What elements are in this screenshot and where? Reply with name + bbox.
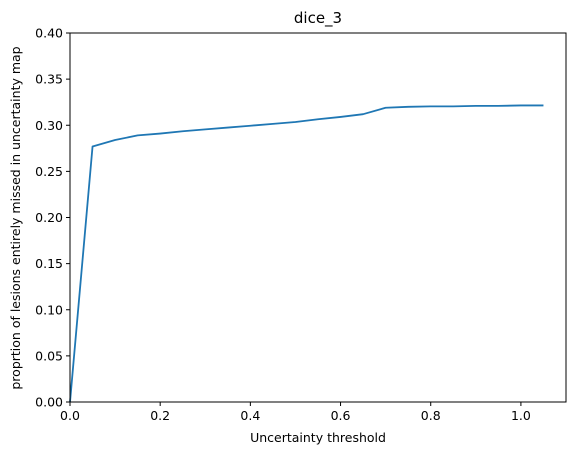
series-line-0 (69, 104, 544, 403)
y-tick-label: 0.25 (35, 164, 63, 179)
y-axis-ticks: 0.00 0.05 0.10 0.15 0.20 0.25 0.30 0.35 0.40 (35, 26, 70, 410)
x-tick-label: 0.8 (421, 408, 441, 423)
x-tick-label: 1.0 (511, 408, 531, 423)
chart-title: dice_3 (294, 9, 342, 28)
y-tick-label: 0.15 (35, 256, 63, 271)
y-tick-label: 0.20 (35, 210, 63, 225)
y-tick-label: 0.40 (35, 26, 63, 41)
y-axis-label: proprtion of lesions entirely missed in … (8, 46, 23, 389)
x-tick-label: 0.6 (331, 408, 351, 423)
x-tick-label: 0.0 (60, 408, 80, 423)
x-tick-label: 0.4 (240, 408, 260, 423)
y-tick-label: 0.05 (35, 348, 63, 363)
y-tick-label: 0.30 (35, 118, 63, 133)
y-tick-label: 0.10 (35, 302, 63, 317)
x-axis-label: Uncertainty threshold (250, 430, 386, 445)
series-layer (69, 104, 544, 403)
x-axis-ticks: 0.0 0.2 0.4 0.6 0.8 1.0 (60, 402, 531, 423)
x-tick-label: 0.2 (150, 408, 170, 423)
y-tick-label: 0.00 (35, 395, 63, 410)
plot-frame (69, 32, 567, 403)
y-tick-label: 0.35 (35, 72, 63, 87)
